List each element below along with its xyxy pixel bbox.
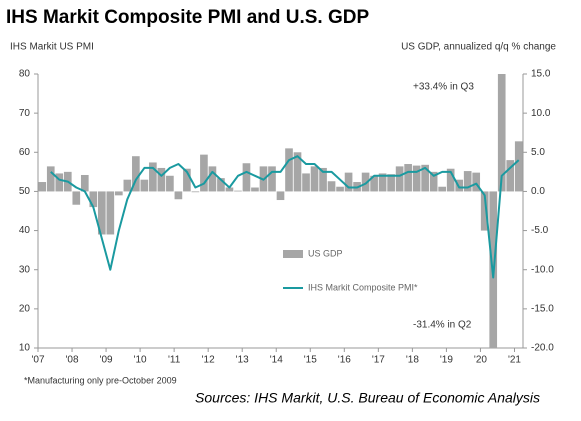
bar — [514, 141, 523, 192]
bar — [302, 173, 310, 192]
bar — [336, 186, 344, 192]
x-tick-label: '08 — [66, 355, 79, 366]
x-tick-label: '19 — [440, 355, 453, 366]
y2-tick-label: -5.0 — [531, 225, 549, 236]
footnote: *Manufacturing only pre-October 2009 — [24, 375, 177, 385]
bar — [370, 175, 378, 192]
bar — [395, 166, 404, 192]
bar — [446, 168, 455, 192]
bar — [55, 173, 64, 192]
y-tick-label: 50 — [19, 186, 31, 197]
y2-tick-label: -20.0 — [531, 343, 554, 354]
bar — [378, 173, 387, 192]
y-tick-label: 70 — [19, 108, 31, 119]
bar — [174, 191, 183, 200]
bar — [80, 174, 89, 192]
bar — [268, 166, 276, 192]
bar — [251, 187, 259, 192]
y-tick-label: 30 — [19, 264, 31, 275]
y2-tick-label: 0.0 — [531, 186, 545, 197]
y2-axis-label: US GDP, annualized q/q % change — [401, 42, 556, 53]
bar — [72, 191, 81, 205]
bar — [310, 166, 319, 192]
bar — [285, 148, 293, 192]
bar — [472, 172, 481, 192]
legend-swatch — [283, 250, 303, 258]
bar — [46, 166, 55, 192]
bar — [293, 152, 302, 192]
chart-title: IHS Markit Composite PMI and U.S. GDP — [6, 7, 369, 28]
bar — [132, 156, 140, 192]
bar — [166, 175, 174, 192]
bar — [438, 186, 446, 192]
bar — [200, 154, 208, 192]
x-tick-label: '21 — [508, 355, 521, 366]
bar — [429, 171, 438, 192]
x-tick-label: '12 — [202, 355, 215, 366]
x-tick-label: '20 — [474, 355, 487, 366]
bar — [208, 166, 217, 192]
bar — [97, 191, 106, 235]
x-tick-label: '11 — [168, 355, 181, 366]
line — [50, 155, 520, 279]
x-tick-label: '10 — [134, 355, 147, 366]
y-tick-label: 80 — [19, 69, 31, 80]
bar — [115, 191, 123, 196]
bar — [234, 190, 242, 192]
bar — [480, 191, 489, 231]
bar — [217, 178, 225, 192]
y2-tick-label: -15.0 — [531, 303, 554, 314]
bar — [412, 165, 421, 192]
bar — [123, 179, 132, 192]
legend-label: IHS Markit Composite PMI* — [308, 282, 418, 292]
annotation: +33.4% in Q3 — [413, 82, 474, 93]
y-tick-label: 60 — [19, 147, 31, 158]
y2-tick-label: -10.0 — [531, 264, 554, 275]
bar — [319, 167, 327, 192]
source: Sources: IHS Markit, U.S. Bureau of Econ… — [195, 390, 540, 406]
x-tick-label: '18 — [406, 355, 419, 366]
bar — [421, 164, 429, 192]
bar — [89, 191, 98, 208]
x-tick-label: '13 — [236, 355, 249, 366]
x-tick-label: '14 — [270, 355, 283, 366]
bars — [38, 74, 523, 348]
y2-tick-label: 15.0 — [531, 69, 551, 80]
bar — [276, 191, 285, 201]
x-tick-label: '17 — [372, 355, 385, 366]
bar — [489, 191, 498, 348]
y-tick-label: 40 — [19, 225, 31, 236]
y2-tick-label: 5.0 — [531, 147, 545, 158]
bar — [344, 172, 353, 192]
y-tick-label: 10 — [19, 343, 31, 354]
y-tick-label: 20 — [19, 303, 31, 314]
bar — [361, 172, 370, 192]
bar — [463, 171, 472, 192]
bar — [149, 162, 157, 192]
bar — [242, 163, 251, 192]
bar — [225, 187, 234, 192]
y2-tick-label: 10.0 — [531, 108, 551, 119]
bar — [506, 160, 515, 192]
annotation: -31.4% in Q2 — [413, 320, 472, 331]
bar — [387, 174, 395, 192]
legend-label: US GDP — [308, 248, 343, 258]
bar — [140, 179, 149, 192]
bar — [38, 182, 47, 192]
x-tick-label: '09 — [100, 355, 113, 366]
bar — [327, 181, 336, 192]
bar — [497, 74, 506, 192]
bar — [157, 167, 166, 192]
x-tick-label: '15 — [304, 355, 317, 366]
x-tick-label: '16 — [338, 355, 351, 366]
x-tick-label: '07 — [31, 355, 44, 366]
bar — [106, 191, 115, 235]
y-axis-label: IHS Markit US PMI — [10, 42, 94, 53]
bar — [183, 168, 191, 192]
bar — [404, 164, 412, 192]
bar — [191, 191, 200, 193]
